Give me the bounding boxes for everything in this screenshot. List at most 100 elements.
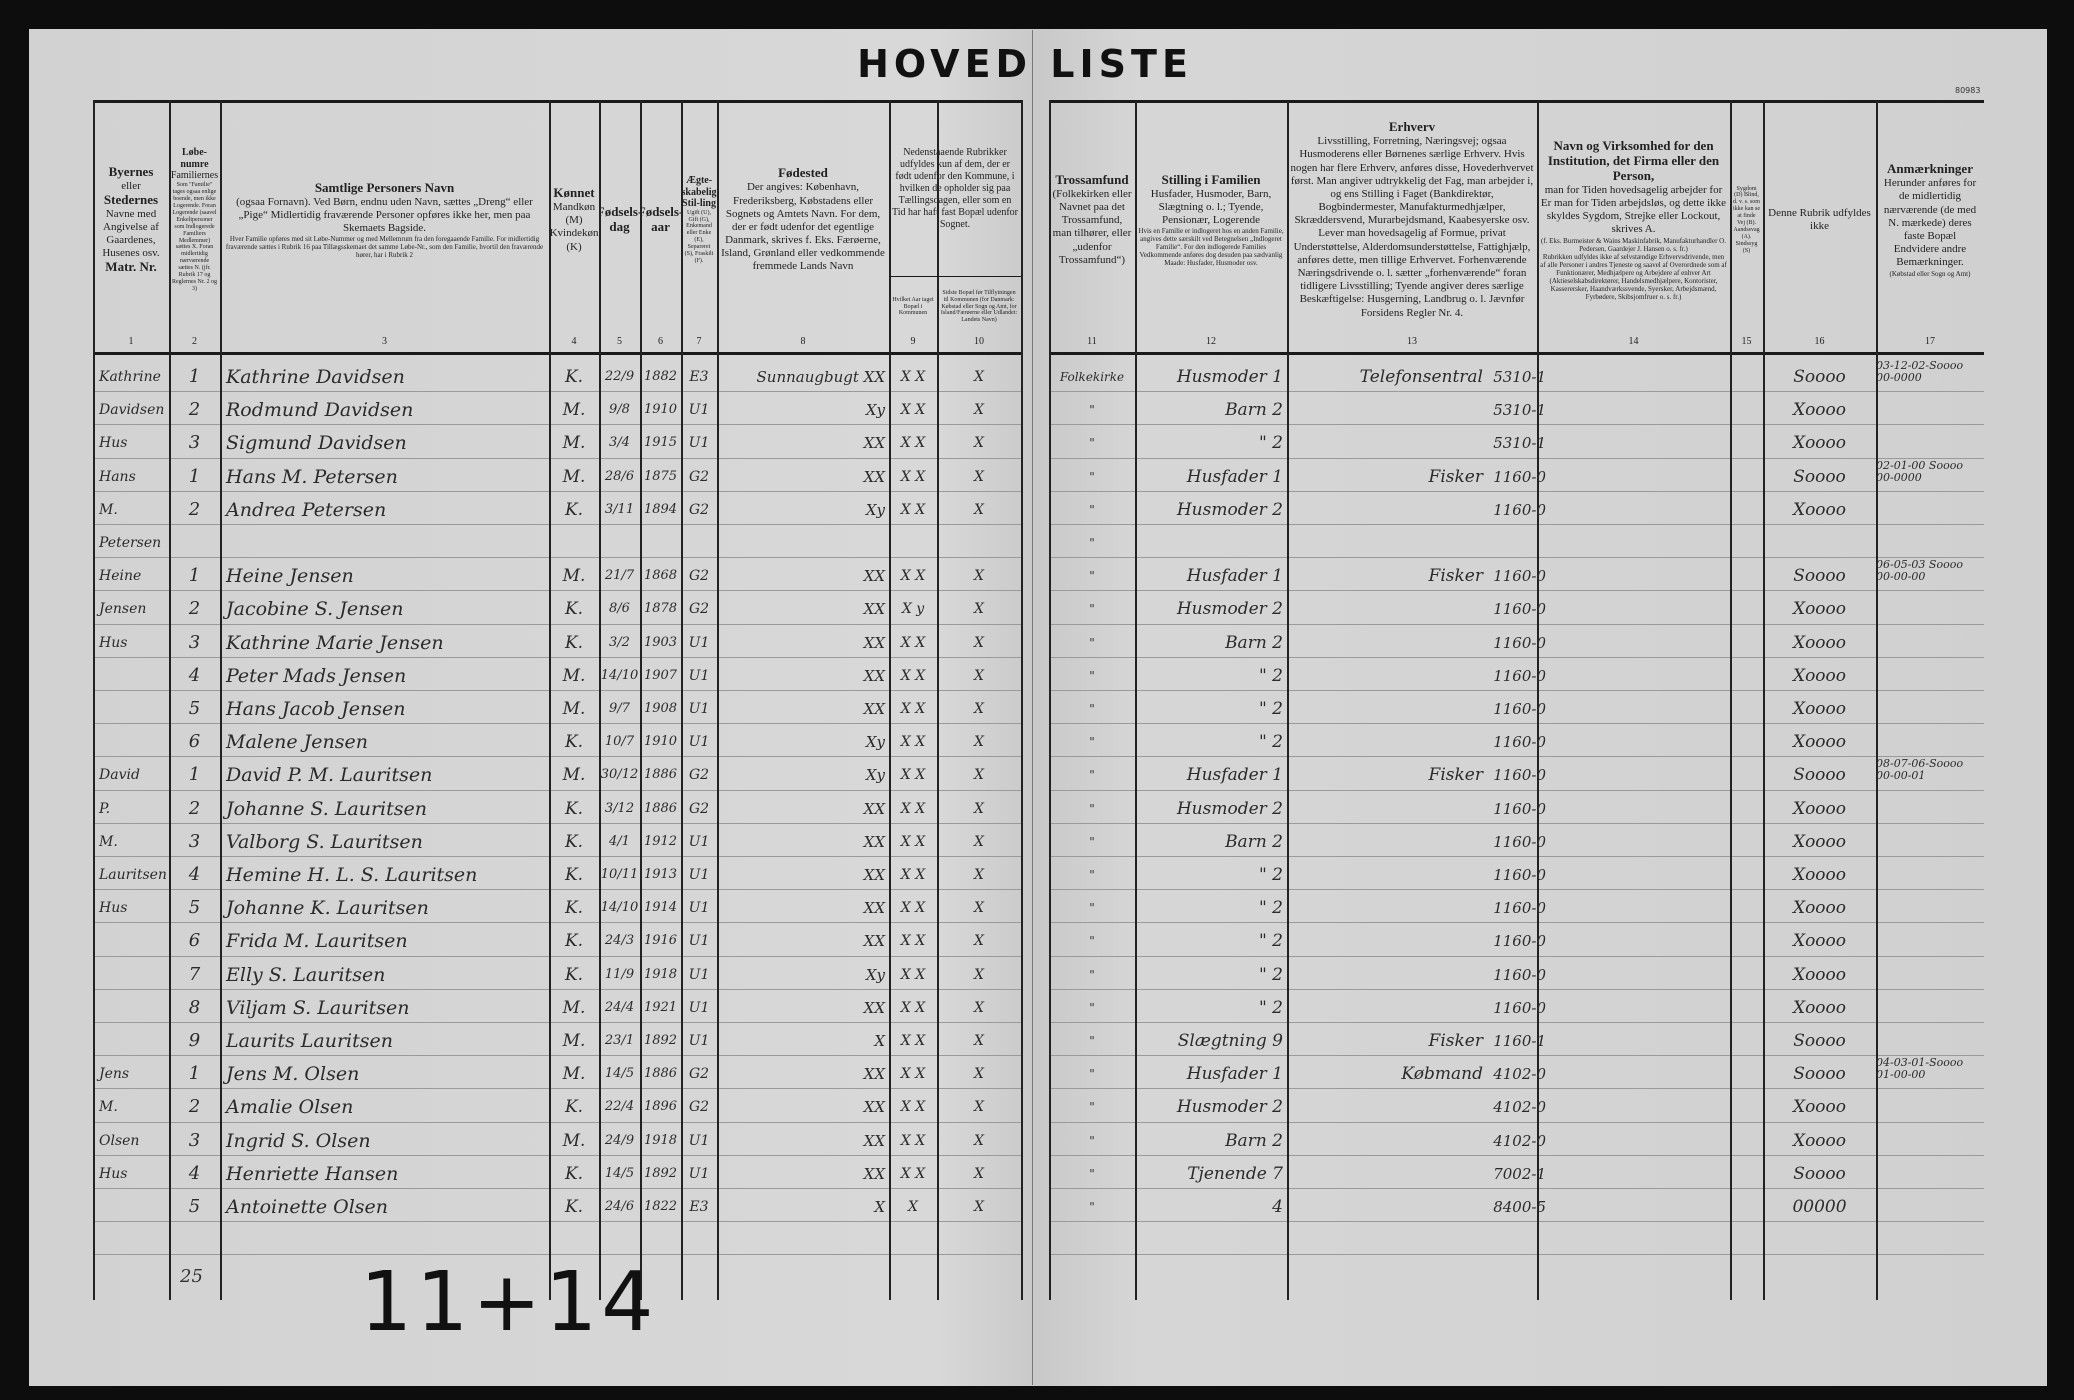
table-cell-c10 <box>937 526 1021 559</box>
header-top-rule <box>1049 100 1984 103</box>
row-rule <box>1049 1221 1984 1222</box>
table-cell-c3: Hans Jacob Jensen <box>226 697 406 720</box>
table-cell-c6: 1910 <box>643 402 678 417</box>
table-cell-c4: K. <box>564 798 584 819</box>
table-cell-c4: M. <box>562 665 586 686</box>
table-cell-c1: M. <box>99 501 118 518</box>
table-cell-c7: G2 <box>688 1065 710 1082</box>
table-cell-c5: 3/2 <box>609 635 630 650</box>
table-cell-c6: 1892 <box>643 1033 678 1048</box>
header-c9-small: Hvilket Aar taget Bopæl i Kommunen <box>892 296 934 317</box>
table-cell-c3: Malene Jensen <box>226 730 368 753</box>
header-bottom-rule <box>1049 352 1984 355</box>
table-cell-c2: 1 <box>188 466 201 487</box>
table-cell-c13b: 1160-0 <box>1493 500 1546 519</box>
row-rule <box>93 756 1021 757</box>
row-rule <box>93 922 1021 923</box>
table-cell-c16: Xoooo <box>1792 598 1847 619</box>
table-cell-c11: " <box>1089 900 1095 915</box>
table-cell-c17 <box>1876 393 1984 426</box>
column-divider <box>1049 100 1051 1300</box>
table-cell-c3: Laurits Lauritsen <box>226 1029 393 1052</box>
row-rule <box>1049 391 1984 392</box>
row-rule <box>1049 1254 1984 1255</box>
header-c14: Navn og Virksomhed for den Institution, … <box>1537 106 1730 334</box>
table-cell-c8: Xy <box>865 400 885 419</box>
header-c13-body: Livsstilling, Forretning, Næringsvej; og… <box>1290 135 1534 319</box>
table-cell-c2: 4 <box>188 864 201 885</box>
header-c16-body: Denne Rubrik udfyldes ikke <box>1768 206 1871 232</box>
header-c4: Kønnet Mandkøn (M) Kvindekøn (K) <box>549 106 599 334</box>
table-cell-c10: X <box>974 733 984 750</box>
table-cell-c2: 5 <box>188 897 201 918</box>
table-cell-c7: G2 <box>688 501 710 518</box>
table-cell-c12: Husfader 1 <box>1186 1063 1283 1084</box>
table-cell-c8: XX <box>863 633 885 652</box>
row-rule <box>1049 922 1984 923</box>
header-c6: Fødsels-aar <box>640 106 681 334</box>
row-rule <box>93 557 1021 558</box>
table-cell-c2: 1 <box>188 366 201 387</box>
table-cell-c3: Jacobine S. Jensen <box>226 597 404 620</box>
table-cell-c6: 1896 <box>643 1099 678 1114</box>
table-cell-c5: 24/6 <box>604 1199 635 1214</box>
page-title: HOVED LISTE <box>857 42 1193 86</box>
table-cell-c4: M. <box>562 997 586 1018</box>
table-cell-c9: X X <box>900 401 926 418</box>
table-cell-c3: Rodmund Davidsen <box>226 398 414 421</box>
table-cell-c2: 7 <box>188 964 201 985</box>
column-divider <box>1763 100 1765 1300</box>
table-cell-c9: X X <box>900 932 926 949</box>
table-cell-c2: 1 <box>188 1063 201 1084</box>
column-divider <box>549 100 551 1300</box>
table-cell-c11: " <box>1089 1000 1095 1015</box>
table-cell-c4: M. <box>562 764 586 785</box>
table-cell-c6: 1912 <box>643 834 678 849</box>
column-divider <box>1135 100 1137 1300</box>
table-cell-c4: K. <box>564 632 584 653</box>
table-cell-c9: X X <box>900 866 926 883</box>
header-c16: Denne Rubrik udfyldes ikke <box>1763 106 1876 334</box>
header-c14-body: man for Tiden hovedsagelig arbejder for <box>1544 183 1723 196</box>
row-rule <box>1049 1122 1984 1123</box>
table-cell-c10: X <box>974 700 984 717</box>
table-cell-c2: 3 <box>188 632 201 653</box>
table-cell-c6: 1886 <box>643 1066 678 1081</box>
table-cell-c16: Xoooo <box>1792 1096 1847 1117</box>
header-c17-small: (Købstad eller Sogn og Amt) <box>1889 269 1971 278</box>
table-cell-c13b: 1160-0 <box>1493 566 1546 585</box>
table-cell-c6: 1914 <box>643 900 678 915</box>
row-rule <box>1049 491 1984 492</box>
header-top-rule <box>93 100 1021 103</box>
table-cell-c10: X <box>974 1165 984 1182</box>
table-cell-c16: Soooo <box>1793 565 1846 586</box>
header-bottom-rule <box>93 352 1021 355</box>
table-cell-c12: " 2 <box>1258 897 1283 918</box>
table-cell-c6: 1915 <box>643 435 678 450</box>
table-cell-c13b: 1160-0 <box>1493 865 1546 884</box>
table-cell-c10: X <box>974 1098 984 1115</box>
header-c5: Fødsels-dag <box>599 106 640 334</box>
table-cell-c11: " <box>1089 601 1095 616</box>
table-cell-c13b: 7002-1 <box>1493 1164 1546 1183</box>
table-cell-c3: Peter Mads Jensen <box>226 664 407 687</box>
table-cell-c9: X X <box>900 1065 926 1082</box>
table-cell-c12: Husfader 1 <box>1186 764 1283 785</box>
table-cell-c7: G2 <box>688 800 710 817</box>
table-cell-c16: Soooo <box>1793 764 1846 785</box>
table-cell-c8: XX <box>863 599 885 618</box>
row-rule <box>1049 1155 1984 1156</box>
row-rule <box>1049 723 1984 724</box>
table-cell-c2: 1 <box>188 764 201 785</box>
column-number: 9 <box>910 336 916 347</box>
table-cell-c9: X X <box>900 999 926 1016</box>
column-number: 16 <box>1814 336 1825 347</box>
table-cell-c13a: Fisker <box>1428 565 1483 586</box>
table-cell-c6 <box>640 526 681 559</box>
table-cell-c10: X <box>974 567 984 584</box>
table-cell-c7: U1 <box>688 1165 710 1182</box>
table-cell-c7: U1 <box>688 899 710 916</box>
table-cell-c16: Xoooo <box>1792 831 1847 852</box>
table-cell-c16: Xoooo <box>1792 864 1847 885</box>
table-cell-c2: 5 <box>188 1196 201 1217</box>
